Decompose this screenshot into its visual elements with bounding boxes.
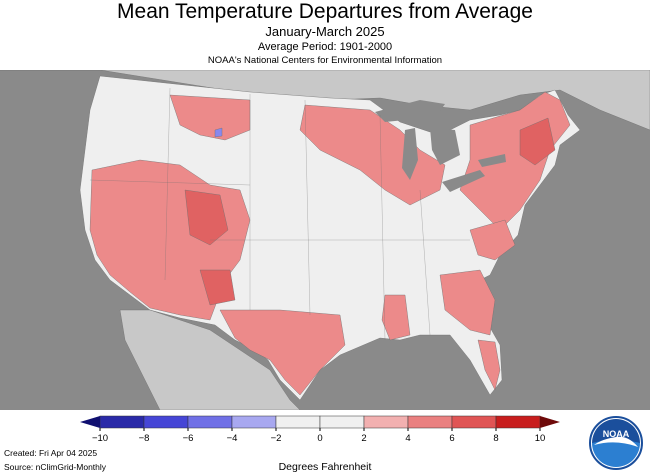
colorbar-tick-label: 2 <box>361 433 366 444</box>
noaa-logo-text: NOAA <box>603 429 630 439</box>
colorbar-tick-label: 8 <box>493 433 498 444</box>
colorbar-tick-label: −6 <box>183 433 194 444</box>
mexico-land <box>119 309 301 410</box>
colorbar-cell <box>231 415 277 429</box>
colorbar-tick-label: −10 <box>92 433 108 444</box>
colorbar-tick-label: 6 <box>449 433 454 444</box>
hot-region-new-england <box>519 117 556 166</box>
temperature-departure-map <box>0 70 650 410</box>
hot-region-arizona <box>199 269 236 306</box>
colorbar-cell <box>407 415 453 429</box>
temperature-colorbar: −10 −8 −6 −4 −2 0 2 4 6 8 10 <box>80 415 560 444</box>
colorbar-tick-label: −4 <box>227 433 238 444</box>
map-title: Mean Temperature Departures from Average <box>117 0 533 23</box>
colorbar-tick-label: −8 <box>139 433 150 444</box>
colorbar-tick-label: −2 <box>271 433 282 444</box>
data-source: Source: nClimGrid-Monthly <box>4 462 107 472</box>
hot-region-colorado <box>184 189 229 246</box>
created-date: Created: Fri Apr 04 2025 <box>4 448 98 458</box>
lake-superior <box>375 100 445 122</box>
colorbar-tick-label: 10 <box>535 433 546 444</box>
warm-region-texas <box>219 309 346 396</box>
colorbar-cell <box>99 415 145 429</box>
hot-anomaly-regions <box>184 117 556 306</box>
colorbar-arrow-high <box>540 416 560 428</box>
colorbar-cell <box>143 415 189 429</box>
lake-ontario <box>478 154 506 167</box>
colorbar-cell <box>451 415 497 429</box>
lake-huron <box>430 128 460 165</box>
colorbar-arrow-low <box>80 416 100 428</box>
noaa-logo: NOAA <box>589 416 643 470</box>
great-lakes <box>375 100 506 192</box>
colorbar-units: Degrees Fahrenheit <box>278 461 372 473</box>
state-borders <box>89 87 470 341</box>
cold-region-montana <box>214 127 223 138</box>
warm-region-mid-atlantic <box>469 219 516 261</box>
warm-region-upper-midwest <box>299 104 446 206</box>
warm-region-southeast <box>439 269 496 336</box>
colorbar-cell <box>495 415 541 429</box>
average-period: Average Period: 1901-2000 <box>257 41 393 53</box>
map-subtitle: January-March 2025 <box>265 24 385 39</box>
colorbar-cell <box>187 415 233 429</box>
colorbar-cell <box>363 415 409 429</box>
organization-label: NOAA's National Centers for Environmenta… <box>207 55 443 66</box>
warm-region-mississippi <box>381 294 411 341</box>
colorbar-cell <box>275 415 321 429</box>
colorbar-tick-label: 0 <box>317 433 322 444</box>
lake-erie <box>442 170 485 192</box>
colorbar-cell <box>319 415 365 429</box>
warm-region-florida <box>477 339 501 391</box>
lake-michigan <box>402 128 418 180</box>
colorbar-tick-label: 4 <box>405 433 410 444</box>
